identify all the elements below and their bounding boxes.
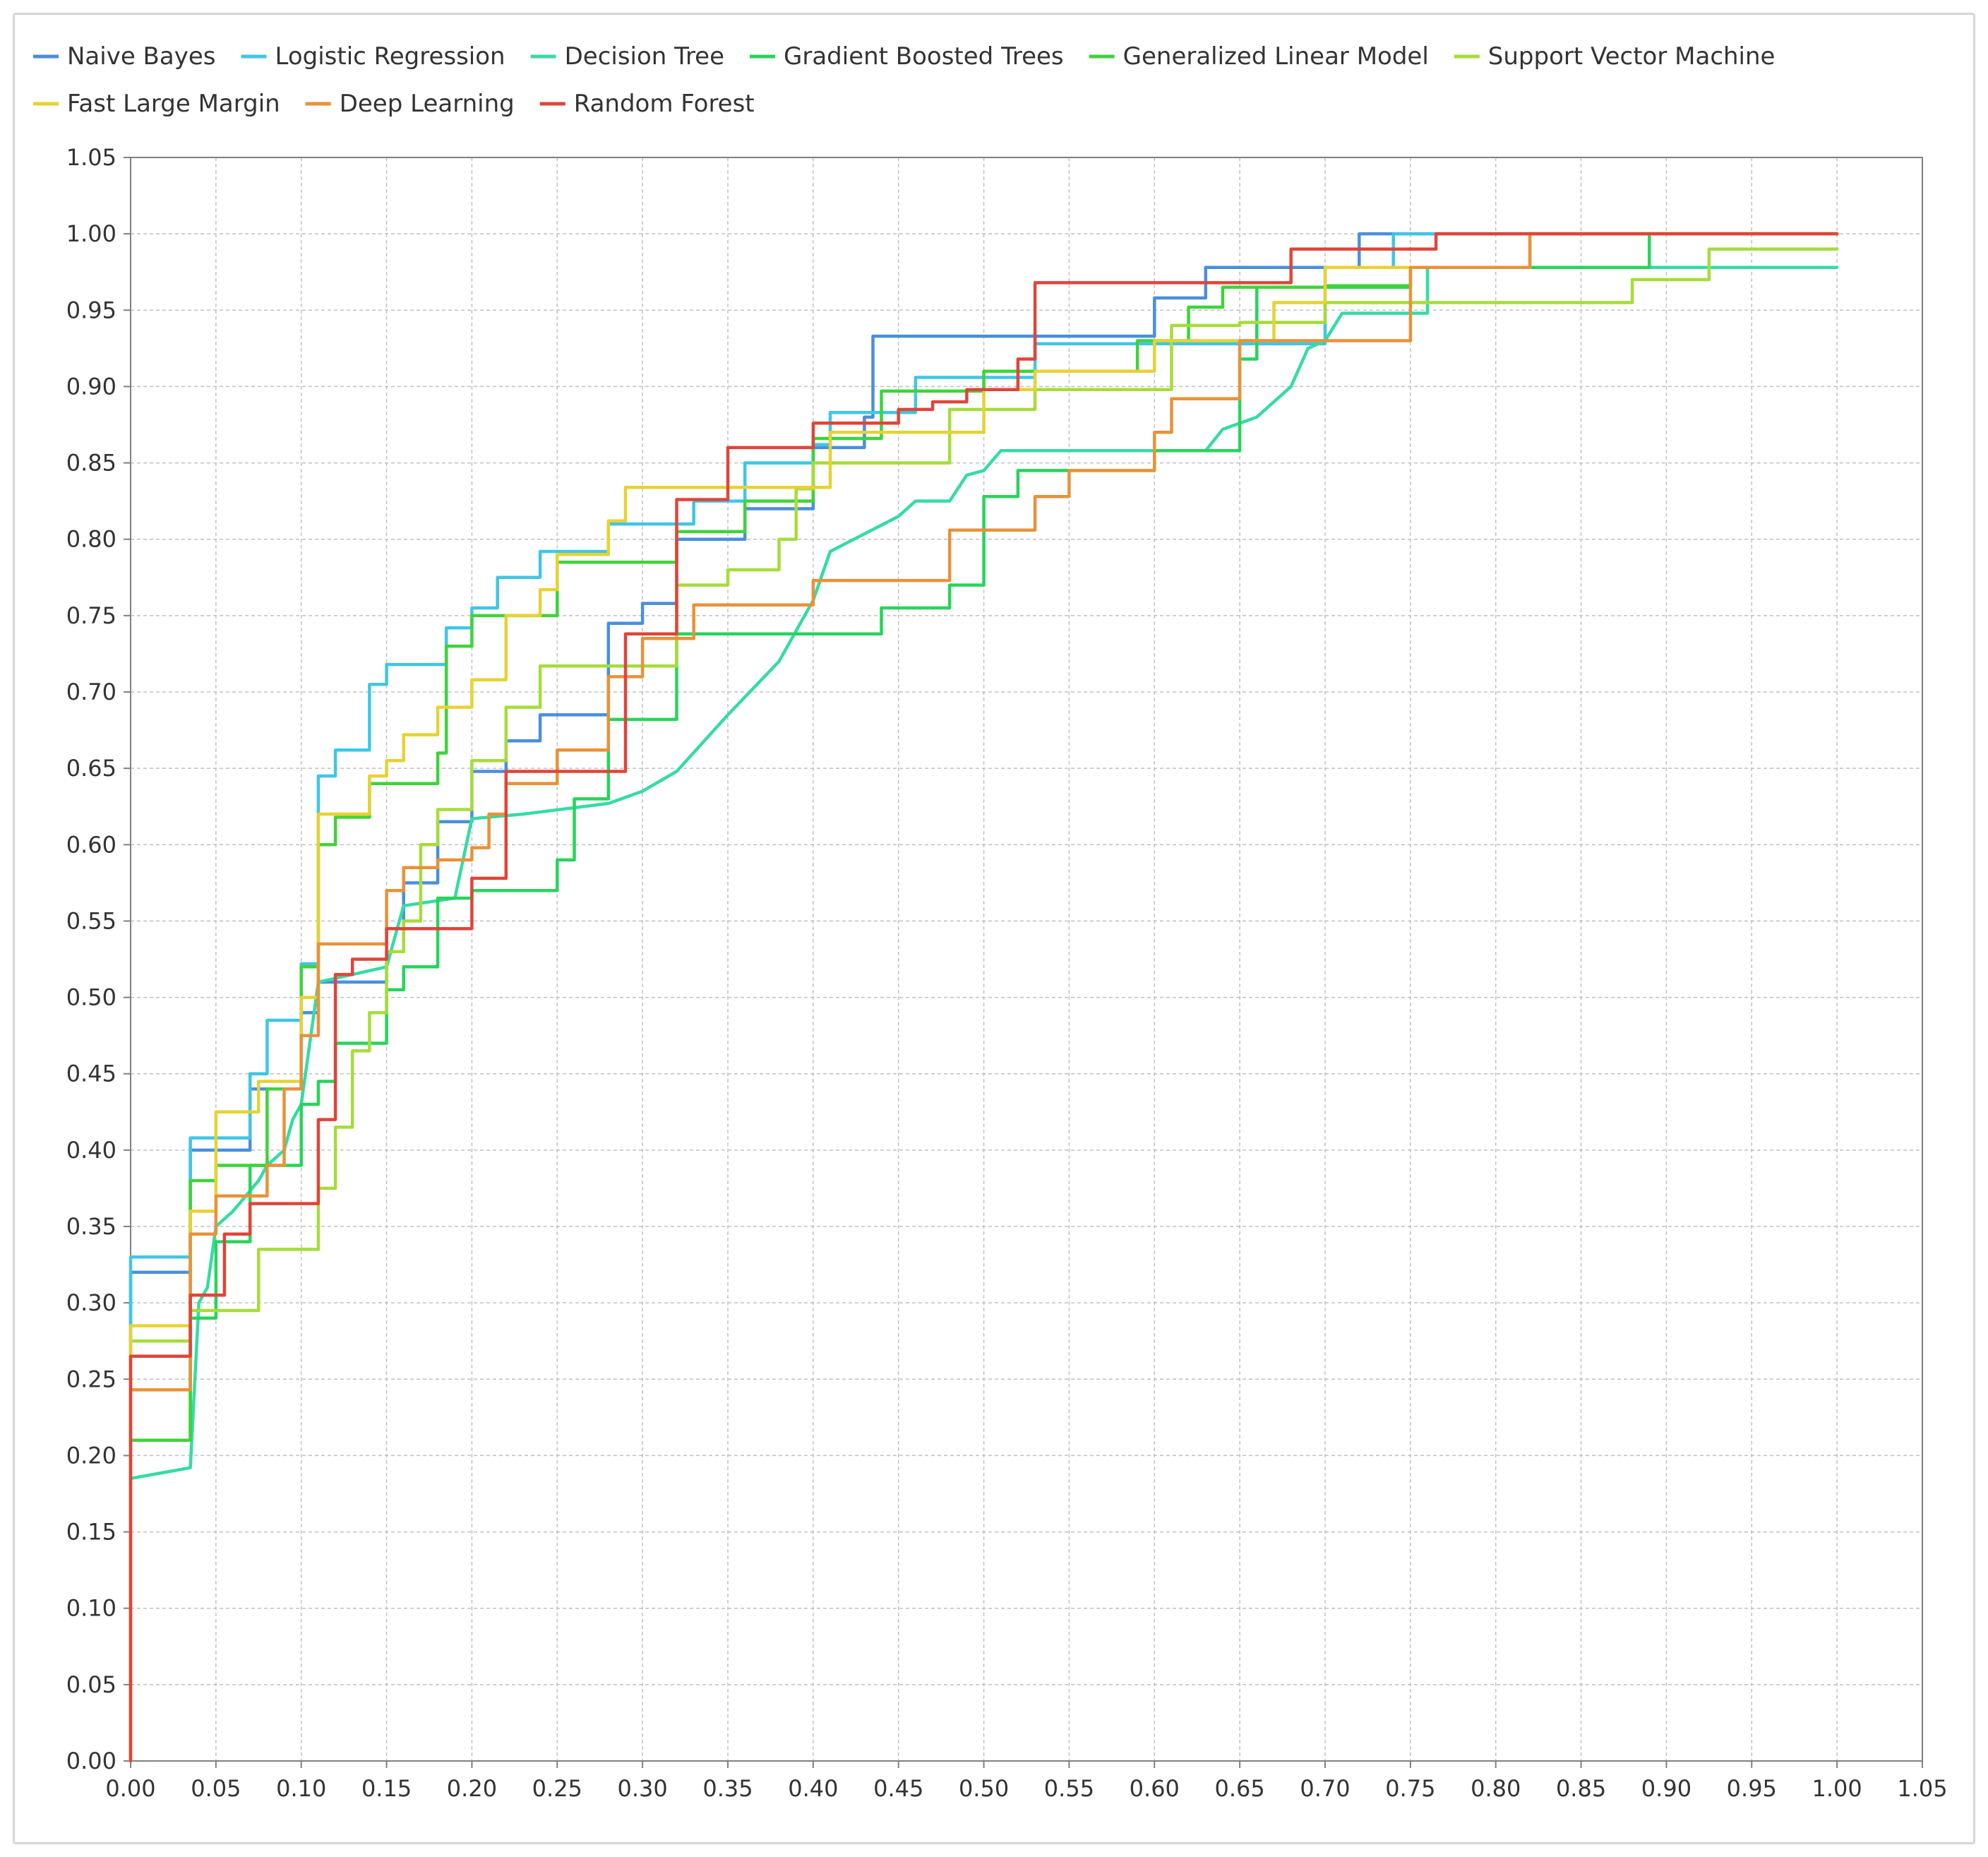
x-tick-label: 0.55	[1044, 1775, 1094, 1802]
legend-label: Naive Bayes	[67, 42, 215, 71]
y-tick-label: 0.35	[66, 1213, 116, 1240]
y-tick-label: 0.20	[66, 1442, 116, 1469]
x-tick-label: 0.90	[1641, 1775, 1691, 1802]
legend: Naive Bayes Logistic Regression Decision T…	[33, 42, 1775, 118]
y-tick-label: 0.55	[66, 907, 116, 934]
x-tick-label: 0.50	[959, 1775, 1009, 1802]
x-tick-label: 1.00	[1812, 1775, 1862, 1802]
x-tick-label: 0.00	[105, 1775, 155, 1802]
roc-chart: Naive Bayes Logistic Regression Decision T…	[33, 42, 1948, 1802]
x-tick-label: 0.40	[788, 1775, 838, 1802]
legend-label: Deep Learning	[340, 90, 515, 118]
y-tick-label: 1.00	[66, 220, 116, 247]
series-line-logistic-regression	[128, 232, 1839, 1763]
x-tick-label: 0.20	[447, 1775, 497, 1802]
x-tick-label: 0.05	[191, 1775, 241, 1802]
series-line-random-forest	[128, 232, 1839, 1763]
legend-label: Gradient Boosted Trees	[784, 42, 1064, 71]
series-line-gradient-boosted-trees	[128, 232, 1839, 1763]
y-tick-label: 0.50	[66, 984, 116, 1011]
x-tick-label: 0.30	[618, 1775, 668, 1802]
y-tick-label: 0.95	[66, 297, 116, 323]
series-layer	[128, 232, 1839, 1763]
plot-area	[130, 157, 1923, 1762]
x-tick-label: 0.95	[1727, 1775, 1777, 1802]
y-tick-label: 0.40	[66, 1137, 116, 1164]
y-tick-label: 0.30	[66, 1289, 116, 1316]
y-tick-label: 0.75	[66, 602, 116, 629]
y-tick-label: 1.05	[66, 144, 116, 171]
x-tick-label: 0.60	[1130, 1775, 1180, 1802]
x-tick-label: 0.70	[1300, 1775, 1350, 1802]
x-tick-label: 0.25	[532, 1775, 582, 1802]
y-tick-label: 0.60	[66, 831, 116, 858]
y-tick-label: 0.10	[66, 1595, 116, 1622]
series-line-deep-learning	[128, 232, 1839, 1763]
series-line-decision-tree	[128, 265, 1839, 1763]
y-tick-label: 0.45	[66, 1061, 116, 1087]
y-tick-label: 0.70	[66, 679, 116, 705]
x-tick-label: 0.75	[1385, 1775, 1435, 1802]
x-tick-label: 0.80	[1471, 1775, 1521, 1802]
legend-label: Decision Tree	[565, 42, 724, 71]
x-tick-label: 1.05	[1897, 1775, 1947, 1802]
y-tick-label: 0.85	[66, 450, 116, 477]
legend-label: Generalized Linear Model	[1123, 42, 1429, 71]
chart-frame: Naive Bayes Logistic Regression Decision T…	[13, 13, 1975, 1844]
x-tick-label: 0.10	[276, 1775, 326, 1802]
legend-label: Random Forest	[574, 90, 755, 118]
y-tick-label: 0.05	[66, 1671, 116, 1698]
grid	[131, 157, 1922, 1761]
x-tick-label: 0.85	[1556, 1775, 1606, 1802]
x-tick-label: 0.15	[361, 1775, 412, 1802]
legend-label: Fast Large Margin	[67, 90, 280, 118]
series-line-support-vector-machine	[128, 247, 1839, 1763]
legend-label: Support Vector Machine	[1488, 42, 1776, 71]
y-tick-label: 0.65	[66, 755, 116, 782]
legend-label: Logistic Regression	[275, 42, 505, 71]
x-tick-label: 0.45	[873, 1775, 923, 1802]
y-tick-label: 0.15	[66, 1519, 116, 1546]
series-line-fast-large-margin	[128, 232, 1839, 1763]
y-tick-label: 0.00	[66, 1748, 116, 1774]
x-tick-label: 0.65	[1215, 1775, 1265, 1802]
y-tick-label: 0.80	[66, 526, 116, 553]
y-tick-label: 0.90	[66, 373, 116, 400]
y-tick-label: 0.25	[66, 1366, 116, 1392]
x-tick-label: 0.35	[702, 1775, 753, 1802]
